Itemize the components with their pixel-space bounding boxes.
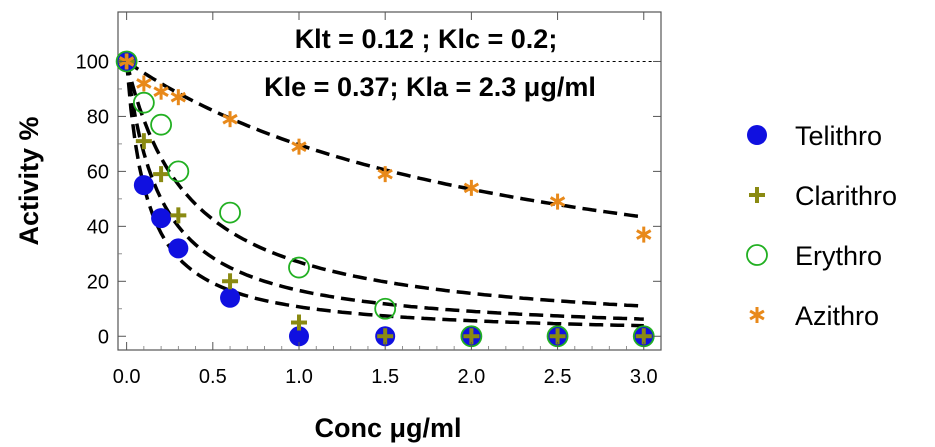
- legend-marker-azithro: [750, 307, 764, 323]
- legend-label-erythro: Erythro: [795, 241, 882, 271]
- y-tick-label: 40: [87, 216, 109, 238]
- y-tick-label: 100: [76, 51, 109, 73]
- x-tick-label: 1.5: [371, 366, 399, 388]
- annotation-line-1: Klt = 0.12 ; Klc = 0.2;: [295, 24, 558, 54]
- data-point-azithro: [637, 227, 651, 243]
- data-point-erythro: [151, 115, 171, 135]
- y-tick-label: 80: [87, 106, 109, 128]
- legend-label-azithro: Azithro: [795, 301, 879, 331]
- data-point-erythro: [168, 161, 188, 181]
- data-point-azithro: [223, 111, 237, 127]
- y-tick-label: 20: [87, 271, 109, 293]
- data-point-telithro: [134, 175, 154, 195]
- x-tick-label: 2.5: [544, 366, 572, 388]
- data-point-telithro: [168, 238, 188, 258]
- x-tick-label: 2.0: [457, 366, 485, 388]
- legend-marker-clarithro: [749, 187, 765, 203]
- x-tick-label: 0.5: [199, 366, 227, 388]
- legend: Telithro Clarithro Erythro Azithro: [747, 121, 897, 331]
- data-point-telithro: [151, 208, 171, 228]
- data-point-telithro: [220, 288, 240, 308]
- legend-label-telithro: Telithro: [795, 121, 882, 151]
- x-tick-label: 3.0: [630, 366, 658, 388]
- y-tick-label: 60: [87, 161, 109, 183]
- legend-marker-telithro: [747, 125, 767, 145]
- data-point-clarithro: [170, 207, 186, 223]
- data-point-azithro: [551, 194, 565, 210]
- legend-label-clarithro: Clarithro: [795, 181, 897, 211]
- y-axis-title: Activity %: [14, 116, 44, 245]
- annotation-line-2: Kle = 0.37; Kla = 2.3 μg/ml: [264, 72, 596, 102]
- data-point-erythro: [220, 203, 240, 223]
- x-tick-label: 0.0: [113, 366, 141, 388]
- legend-marker-erythro: [747, 245, 767, 265]
- x-tick-label: 1.0: [285, 366, 313, 388]
- y-tick-label: 0: [98, 326, 109, 348]
- x-axis-title: Conc μg/ml: [314, 413, 461, 443]
